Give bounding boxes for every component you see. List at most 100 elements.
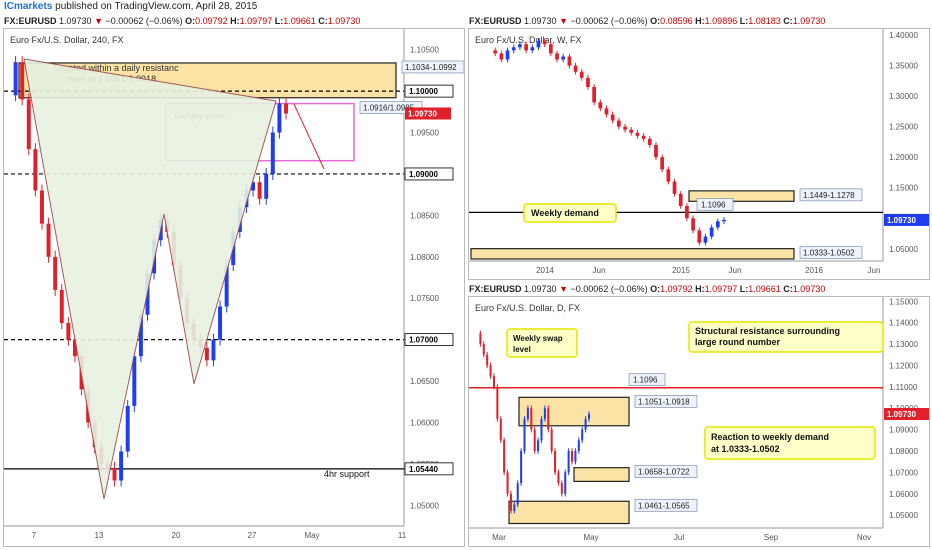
zone-label-box bbox=[799, 188, 863, 202]
zone-label: 1.1051-1.0918 bbox=[638, 397, 690, 406]
chart-panel-daily[interactable]: Euro Fx/U.S. Dollar, D, FX 1.15000 1.14000… bbox=[468, 296, 930, 547]
symbol-header-daily: FX:EURUSD 1.09730 ▼ −0.00062 (−0.06%) O:… bbox=[469, 284, 826, 294]
chart-panel-weekly[interactable]: Euro Fx/U.S. Dollar, W, FX 1.40000 1.35000… bbox=[468, 28, 930, 280]
candle-body bbox=[125, 405, 130, 452]
candle-body bbox=[284, 103, 288, 114]
callout-swap-level bbox=[506, 328, 578, 358]
candle-body bbox=[592, 87, 596, 103]
candle-body bbox=[492, 376, 495, 387]
y-tick-label: 1.07000 bbox=[889, 468, 918, 477]
candle-body bbox=[672, 181, 677, 194]
zone-label: 1.0658-1.0722 bbox=[638, 468, 690, 477]
candle-body bbox=[511, 47, 516, 51]
brand-logo[interactable]: ICmarkets bbox=[4, 1, 53, 12]
candle-body bbox=[119, 451, 124, 481]
level-label: 1.07000 bbox=[409, 336, 438, 345]
candle-body bbox=[547, 408, 550, 430]
candle-body bbox=[486, 354, 489, 366]
candle-body bbox=[598, 102, 603, 109]
x-tick-label: 27 bbox=[248, 531, 257, 540]
chart-daily-svg[interactable]: Euro Fx/U.S. Dollar, D, FX 1.15000 1.14000… bbox=[469, 297, 930, 546]
zone-rect bbox=[573, 467, 630, 482]
y-tick-label: 1.08000 bbox=[410, 253, 439, 262]
x-tick-label: 13 bbox=[95, 531, 104, 540]
x-tick-label: Nov bbox=[857, 533, 871, 542]
candle-body bbox=[138, 314, 143, 357]
zone-label: 1.1449-1.1278 bbox=[803, 191, 855, 200]
candle-body bbox=[277, 103, 282, 133]
candle-body bbox=[536, 41, 541, 48]
candle-body bbox=[685, 206, 689, 219]
y-tick-label: 1.09500 bbox=[410, 129, 439, 138]
y-tick-label: 1.06500 bbox=[410, 377, 439, 386]
candle-body bbox=[647, 138, 652, 145]
chart-4h-svg[interactable]: Euro Fx/U.S. Dollar, 240, FX 1.10500 1.100… bbox=[4, 29, 465, 546]
callout-structural-resistance bbox=[688, 321, 884, 353]
chart-title: Euro Fx/U.S. Dollar, 240, FX bbox=[10, 35, 124, 45]
last-price: 1.09730 bbox=[524, 284, 557, 294]
y-tick-label: 1.15000 bbox=[889, 297, 918, 306]
y-tick-label: 1.30000 bbox=[889, 92, 918, 101]
y-tick-label: 1.20000 bbox=[889, 153, 918, 162]
y-tick-label: 1.06000 bbox=[889, 490, 918, 499]
y-tick-label: 1.40000 bbox=[889, 31, 918, 40]
candle-body bbox=[72, 339, 77, 357]
x-tick-label: Jul bbox=[674, 533, 684, 542]
candle-body bbox=[499, 418, 502, 441]
candle-body bbox=[66, 323, 71, 340]
x-tick-label: Jun bbox=[729, 266, 742, 275]
candle-body bbox=[542, 41, 547, 45]
callout-weekly-demand bbox=[523, 203, 617, 223]
level-label-box bbox=[404, 167, 454, 181]
candle-body bbox=[204, 347, 209, 361]
level-label-box bbox=[696, 198, 734, 211]
x-tick-label: 2014 bbox=[536, 266, 554, 275]
candle-body bbox=[697, 230, 702, 243]
price-label: 1.09730 bbox=[887, 410, 916, 419]
candle-body bbox=[46, 223, 51, 257]
level-label: 1.1096 bbox=[701, 200, 726, 209]
zone-rect bbox=[470, 248, 795, 260]
open-value: 0.08596 bbox=[660, 16, 693, 26]
projection-arrow bbox=[293, 103, 325, 170]
candle-body bbox=[554, 451, 557, 473]
change-value: −0.00062 (−0.06%) bbox=[570, 16, 648, 26]
chart-weekly-svg[interactable]: Euro Fx/U.S. Dollar, W, FX 1.40000 1.35000… bbox=[469, 29, 930, 279]
level-label: 1.09000 bbox=[409, 170, 438, 179]
y-tick-label: 1.07500 bbox=[410, 294, 439, 303]
level-label-box bbox=[404, 333, 454, 347]
annotation-swap-level: Weekly swap bbox=[513, 334, 563, 343]
level-label: 1.05440 bbox=[409, 465, 438, 474]
annotation-swap-level-2: level bbox=[513, 345, 531, 354]
candle-body bbox=[587, 413, 591, 419]
candle-body bbox=[537, 440, 540, 451]
candle-body bbox=[703, 236, 708, 243]
candle-body bbox=[526, 408, 529, 419]
close-value: 1.09730 bbox=[792, 284, 826, 294]
y-tick-label: 1.13000 bbox=[889, 340, 918, 349]
candle-body bbox=[33, 149, 38, 191]
candle-body bbox=[112, 468, 117, 481]
candle-body bbox=[270, 132, 275, 174]
y-tick-label: 1.06000 bbox=[410, 418, 439, 427]
candle-body bbox=[581, 429, 584, 441]
symbol-label: FX:EURUSD bbox=[469, 284, 522, 294]
y-tick-label: 1.08500 bbox=[410, 211, 439, 220]
candle-body bbox=[59, 289, 64, 324]
candle-body bbox=[709, 227, 714, 237]
candle-body bbox=[678, 193, 683, 207]
annotation-reaction: Reaction to weekly demand bbox=[711, 432, 829, 442]
y-tick-label: 1.10500 bbox=[410, 46, 439, 55]
open-value: 0.09792 bbox=[195, 16, 228, 26]
zone-label: 1.0916/1.0985 bbox=[363, 104, 415, 113]
candle-body bbox=[722, 219, 726, 222]
candle-body bbox=[505, 50, 510, 60]
zone-label: 1.0333-1.0502 bbox=[803, 249, 855, 258]
symbol-label: FX:EURUSD bbox=[469, 16, 522, 26]
candle-body bbox=[550, 429, 553, 451]
annotation-daily-resistance: Located within a daily resistanc bbox=[54, 63, 179, 73]
low-value: 1.09661 bbox=[283, 16, 316, 26]
low-value: 1.09661 bbox=[748, 284, 781, 294]
candle-body bbox=[540, 418, 543, 441]
chart-panel-4h[interactable]: Euro Fx/U.S. Dollar, 240, FX 1.10500 1.100… bbox=[3, 28, 465, 547]
